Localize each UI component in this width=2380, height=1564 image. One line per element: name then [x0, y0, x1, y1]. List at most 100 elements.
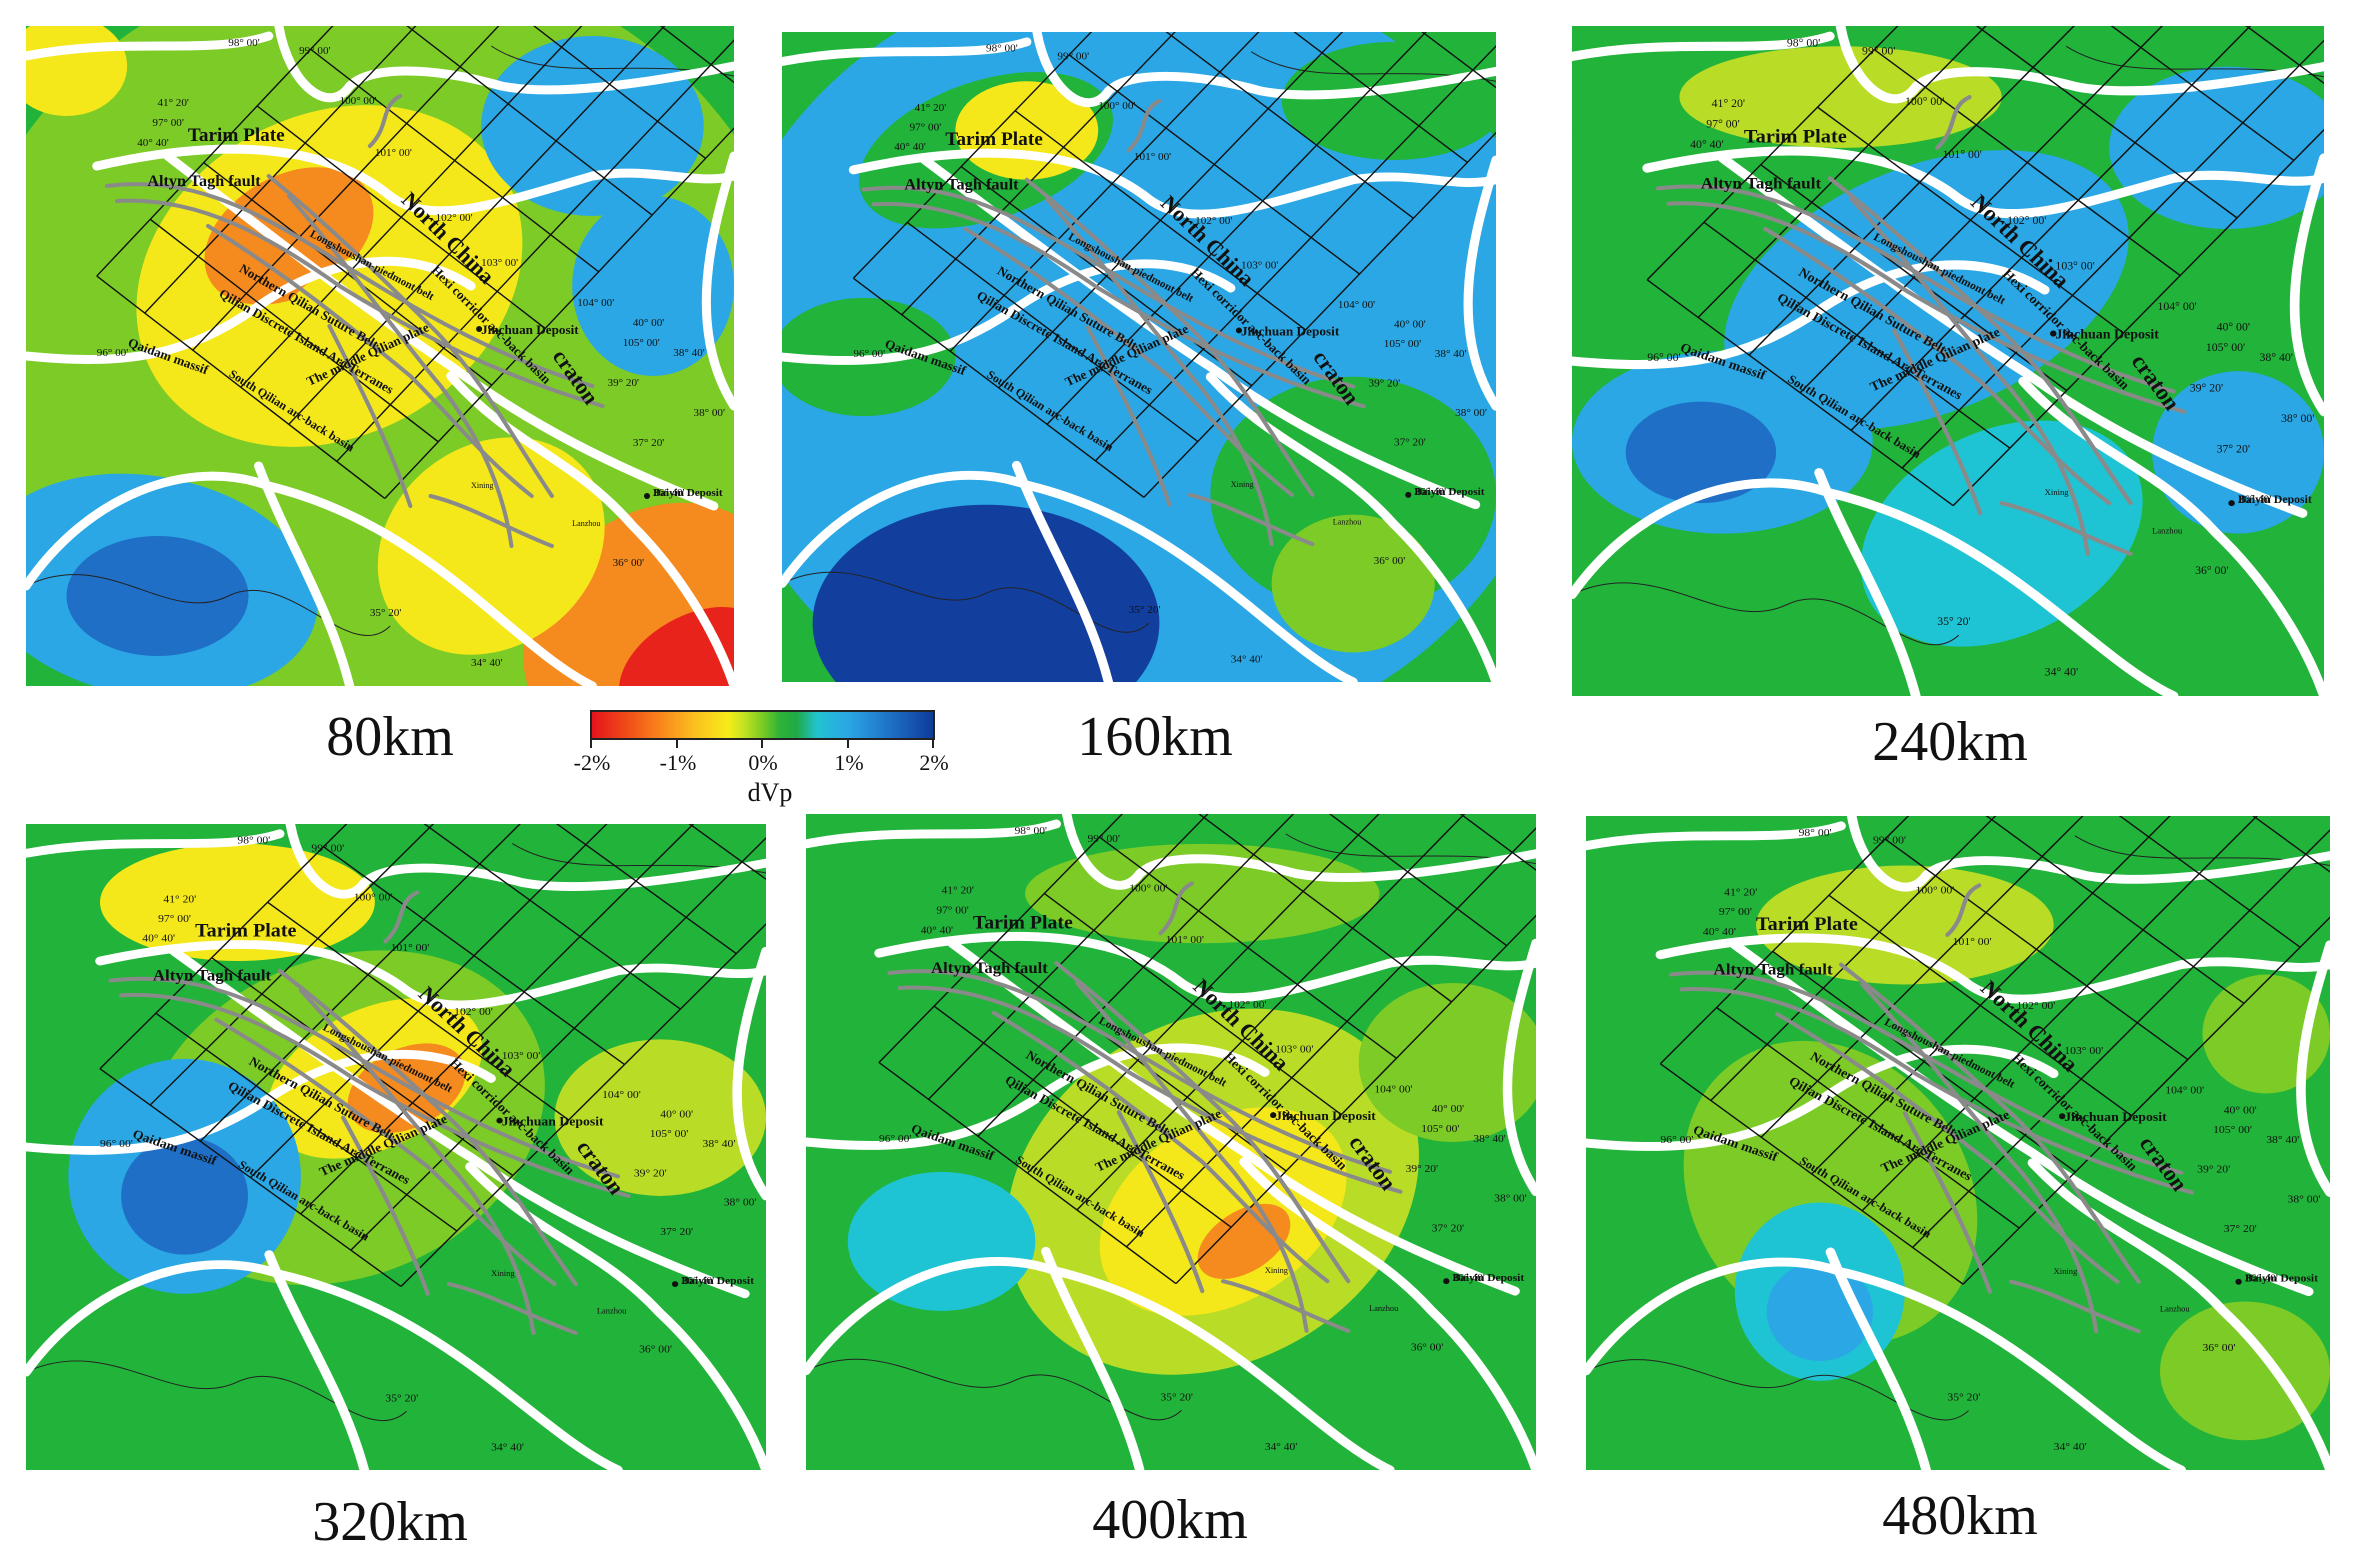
grid-line: [240, 26, 670, 388]
label-xining: Xining: [491, 1269, 514, 1278]
fault-line: [861, 185, 1356, 389]
label-baiyin-deposit: Baiyin Deposit: [653, 487, 723, 499]
grid-coordinate-label: 101° 00': [1953, 936, 1992, 948]
plate-boundary-line: [26, 829, 285, 858]
label-jinchuan-deposit: Jinchuan Deposit: [2055, 327, 2159, 342]
grid-coordinate-label: 105° 00': [2206, 342, 2245, 354]
anomaly-region: [619, 607, 734, 686]
grid-line: [1076, 814, 1519, 1211]
grid-coordinate-label: 98° 00': [1799, 827, 1832, 839]
fault-line: [1763, 227, 2112, 506]
label-baiyin-deposit: Baiyin Deposit: [1453, 1272, 1525, 1284]
grid-line: [927, 814, 1371, 1100]
plate-boundary-line: [26, 1260, 623, 1470]
fault-line: [298, 988, 536, 1335]
anomaly-region: [1358, 982, 1536, 1142]
plate-boundary-line: [26, 31, 274, 61]
depth-label-240km: 240km: [1872, 711, 2028, 773]
anomaly-region: [572, 196, 734, 376]
grid-line: [1710, 816, 2161, 1101]
plate-boundary-line: [1239, 1157, 1536, 1470]
province-border-line: [26, 574, 391, 637]
plate-boundary-line: [732, 946, 766, 1201]
grid-coordinate-label: 40° 00': [1394, 319, 1426, 331]
fault-line: [1126, 98, 1162, 153]
grid-coordinate-label: 96° 00': [1660, 1134, 1693, 1146]
grid-coordinate-label: 39° 20': [2190, 383, 2223, 395]
fault-line: [1838, 962, 2141, 1284]
grid-coordinate-label: 38° 00': [1455, 407, 1487, 419]
grid-coordinate-label: 36° 00': [2195, 565, 2228, 577]
baiyin-deposit-marker: [2228, 500, 2235, 507]
fault-line: [991, 1010, 1330, 1284]
grid-coordinate-label: 100° 00': [340, 95, 377, 107]
grid-coordinate-label: 96° 00': [879, 1133, 911, 1145]
grid-coordinate-label: 38° 00': [2281, 413, 2314, 425]
fault-line: [1679, 987, 2194, 1195]
depth-label-80km: 80km: [326, 706, 454, 768]
grid-coordinate-label: 36° 40': [2245, 1273, 2278, 1285]
plate-boundary-line: [1586, 821, 1846, 851]
label-tarim-plate: Tarim Plate: [1744, 126, 1847, 147]
grid-coordinate-label: 104° 00': [2157, 302, 2196, 314]
grid-coordinate-label: 35° 20': [1947, 1392, 1980, 1404]
anomaly-region: [2109, 66, 2324, 230]
grid-coordinate-label: 103° 00': [2055, 261, 2094, 273]
grid-coordinate-label: 103° 00': [502, 1050, 541, 1062]
grid-coordinate-label: 96° 00': [100, 1138, 133, 1150]
fault-line: [108, 976, 621, 1179]
grid-coordinate-label: 102° 00': [1195, 215, 1232, 227]
grid-coordinate-label: 34° 40': [491, 1442, 524, 1454]
depth-label-320km: 320km: [312, 1491, 468, 1553]
baiyin-deposit-marker: [1443, 1278, 1450, 1285]
plate-boundary-line: [95, 940, 766, 1010]
province-border-line: [1586, 1359, 1970, 1421]
plate-boundary-line: [1825, 1247, 1931, 1470]
fault-line: [2009, 1279, 2141, 1334]
grid-line: [878, 814, 1321, 1063]
plate-boundary-line: [1502, 938, 1536, 1197]
label-jinchuan-deposit: Jinchuan Deposit: [1275, 1108, 1376, 1123]
map-panel-160km: Tarim Plate Altyn Tagh fault North China cr…: [782, 32, 1496, 682]
grid-lines: [878, 814, 1536, 1285]
grid-coordinate-label: 41° 20': [942, 885, 974, 897]
grid-coordinate-label: 96° 00': [97, 347, 128, 359]
label-jinchuan-deposit: Jinchuan Deposit: [2064, 1110, 2167, 1124]
anomaly-region: [347, 1043, 466, 1134]
fault-line: [1666, 201, 2187, 414]
grid-coordinate-label: 34° 40': [2054, 1442, 2087, 1454]
label-tarim-plate: Tarim Plate: [973, 913, 1073, 933]
label-xining: Xining: [1231, 480, 1254, 489]
grid-coordinate-label: 97° 00': [936, 905, 968, 917]
fault-line: [1935, 95, 1972, 150]
grid-coordinate-label: 105° 00': [1384, 338, 1421, 350]
grid-coordinate-label: 39° 20': [1406, 1163, 1438, 1175]
grid-line: [1094, 32, 1496, 462]
plate-boundary-line: [782, 37, 1032, 66]
grid-coordinate-label: 99° 00': [1088, 833, 1120, 845]
plate-boundary-line: [1586, 1044, 2059, 1151]
grid-coordinate-label: 102° 00': [454, 1006, 493, 1018]
grid-coordinate-label: 37° 20': [2224, 1224, 2257, 1236]
grid-coordinate-label: 40° 40': [142, 933, 175, 945]
grid-coordinate-label: 40° 40': [1703, 926, 1736, 938]
grid-coordinate-label: 105° 00': [1421, 1123, 1459, 1135]
label-jinchuan-deposit: Jinchuan Deposit: [481, 322, 579, 337]
plate-boundary-line: [26, 1049, 496, 1155]
plate-boundary-line: [1041, 1246, 1145, 1470]
grid-coordinate-label: 34° 40': [2045, 667, 2078, 679]
jinchuan-deposit-marker: [1270, 1112, 1277, 1119]
plate-boundary-line: [782, 470, 1358, 682]
grid-line: [1861, 816, 2313, 1212]
fault-line: [104, 182, 595, 388]
plate-boundary-line: [92, 144, 734, 216]
grid-coordinate-label: 98° 00': [1787, 38, 1820, 50]
grid-coordinate-label: 105° 00': [650, 1129, 689, 1141]
fault-line: [871, 201, 1366, 409]
label-baiyin-deposit: Baiyin Deposit: [681, 1275, 754, 1287]
fault-line: [1945, 883, 1982, 937]
colorbar-tick-label: 1%: [834, 750, 864, 775]
